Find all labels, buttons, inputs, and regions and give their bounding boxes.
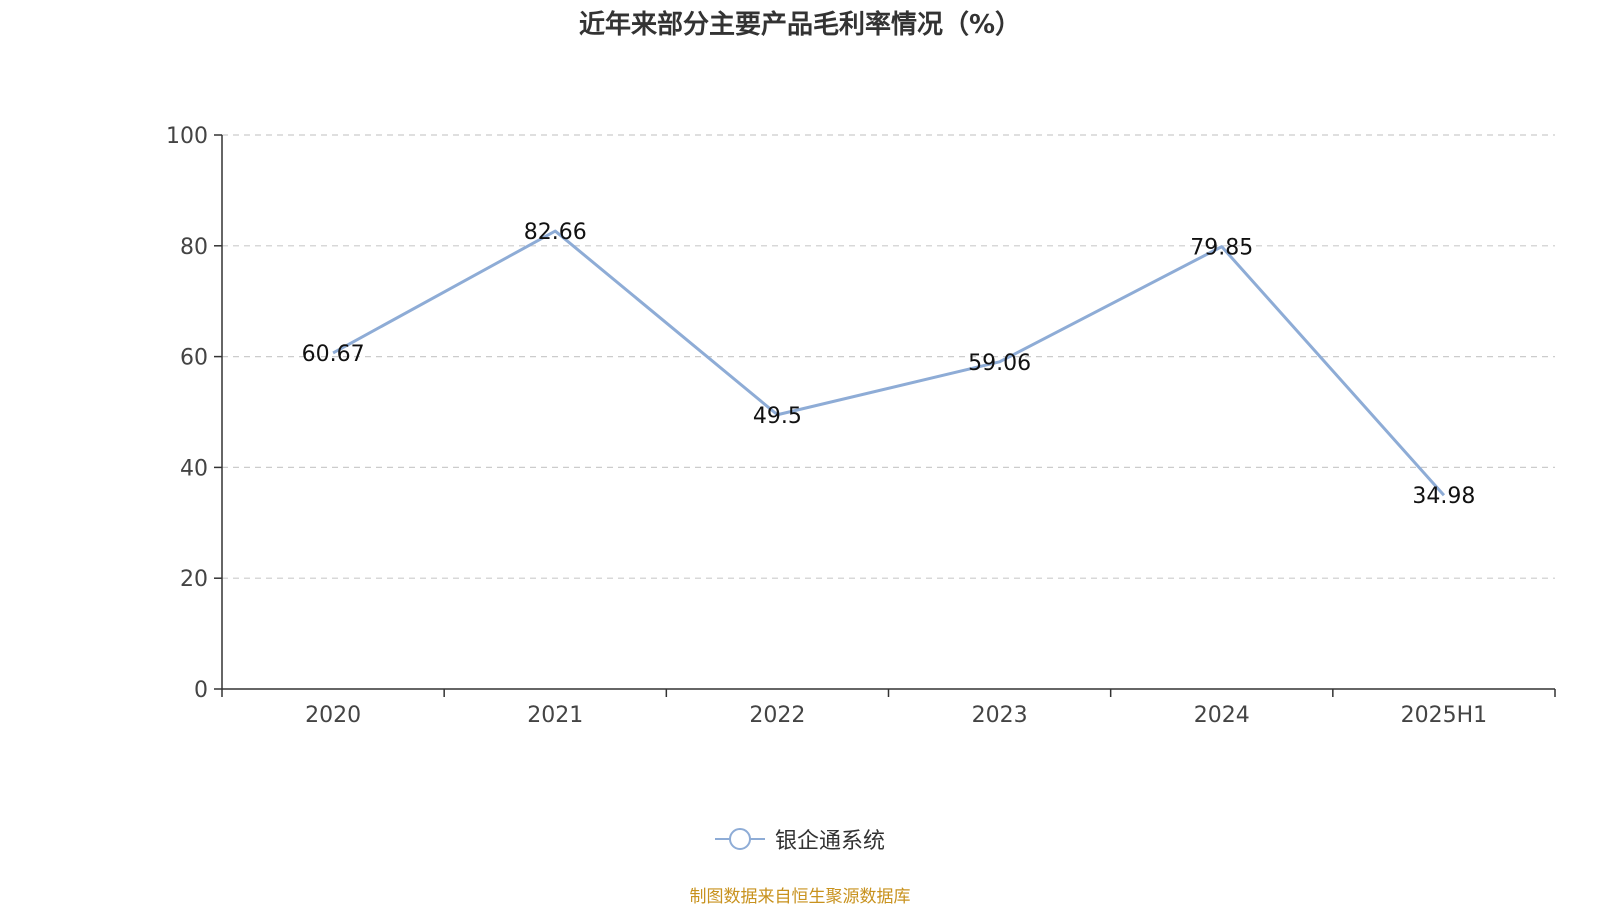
x-tick-label: 2021 [527, 703, 583, 728]
axes [214, 134, 1556, 697]
legend-line-circle-icon [714, 828, 765, 850]
y-tick-label: 0 [194, 678, 208, 703]
legend-label: 银企通系统 [774, 829, 885, 854]
chart-title: 近年来部分主要产品毛利率情况（%） [578, 10, 1022, 40]
x-tick-labels: 2020 2021 2022 2023 2024 2025H1 [305, 703, 1487, 728]
grid-lines [222, 134, 1555, 579]
x-tick-label: 2020 [305, 703, 361, 728]
y-tick-label: 100 [166, 124, 208, 149]
legend[interactable]: 银企通系统 [0, 823, 1600, 855]
data-label: 60.67 [302, 342, 365, 367]
y-tick-label: 60 [180, 346, 208, 371]
x-tick-label: 2022 [749, 703, 805, 728]
x-tick-label: 2025H1 [1401, 703, 1488, 728]
series-line [332, 229, 1446, 497]
source-note: 制图数据来自恒生聚源数据库 [689, 887, 911, 907]
data-labels: 60.67 82.66 49.5 59.06 79.85 34.98 [302, 220, 1476, 509]
data-label: 49.5 [753, 404, 802, 429]
y-tick-labels: 0 20 40 60 80 100 [166, 124, 208, 703]
data-label: 59.06 [968, 351, 1031, 376]
data-label: 79.85 [1190, 236, 1253, 261]
x-tick-label: 2023 [972, 703, 1028, 728]
y-tick-label: 20 [180, 567, 208, 592]
y-tick-label: 80 [180, 235, 208, 260]
data-label: 34.98 [1412, 484, 1475, 509]
x-tick-label: 2024 [1194, 703, 1250, 728]
data-label: 82.66 [524, 220, 587, 245]
series-layer [332, 229, 1446, 497]
y-tick-label: 40 [180, 456, 208, 481]
